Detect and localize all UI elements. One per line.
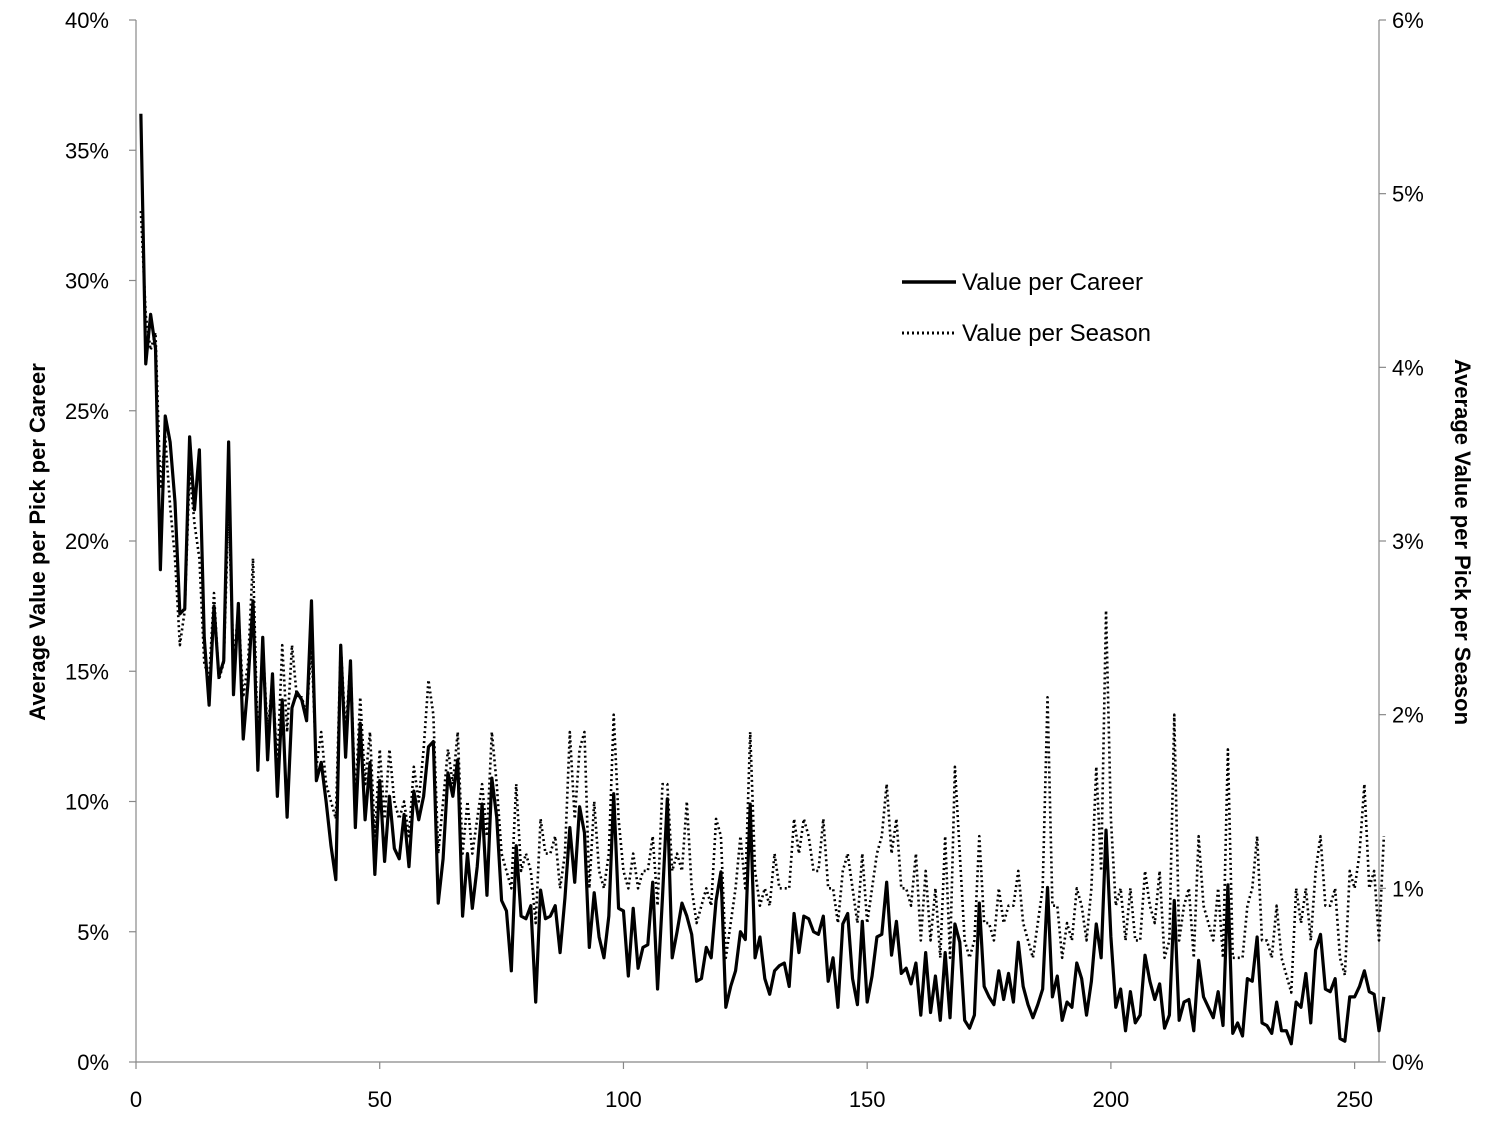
x-tick-label: 150: [849, 1087, 886, 1112]
y-left-tick-label: 0%: [77, 1050, 109, 1075]
legend-label-season: Value per Season: [962, 320, 1151, 347]
series-line-value-per-career: [139, 113, 1386, 1046]
legend-label-career: Value per Career: [962, 269, 1143, 296]
y-right-tick-label: 1%: [1392, 876, 1424, 901]
y-left-tick-label: 20%: [65, 529, 109, 554]
y-left-tick-label: 5%: [77, 920, 109, 945]
series-lines: [139, 113, 1386, 1046]
y-axis-left-title: Average Value per Pick per Career: [25, 363, 50, 721]
tick-labels: 0% 5% 10% 15% 20% 25% 30% 35% 40% 0% 1% 2% 3% 4% 5% 6% 0…: [65, 8, 1424, 1112]
y-axis-right-title: Average Value per Pick per Season: [1450, 359, 1475, 725]
x-tick-label: 250: [1336, 1087, 1373, 1112]
y-left-tick-label: 40%: [65, 8, 109, 33]
y-right-tick-label: 5%: [1392, 182, 1424, 207]
y-left-tick-label: 15%: [65, 659, 109, 684]
y-left-tick-label: 10%: [65, 790, 109, 815]
x-tick-label: 50: [367, 1087, 391, 1112]
legend: Value per Career Value per Season: [902, 269, 1151, 347]
axes: [129, 19, 1386, 1069]
x-tick-label: 200: [1093, 1087, 1130, 1112]
series-line-value-per-season: [139, 210, 1386, 994]
y-right-tick-label: 6%: [1392, 8, 1424, 33]
y-left-tick-label: 35%: [65, 138, 109, 163]
y-right-tick-label: 3%: [1392, 529, 1424, 554]
y-right-tick-label: 2%: [1392, 703, 1424, 728]
y-right-tick-label: 0%: [1392, 1050, 1424, 1075]
y-right-tick-label: 4%: [1392, 355, 1424, 380]
x-tick-label: 0: [130, 1087, 142, 1112]
x-tick-label: 100: [605, 1087, 642, 1112]
y-left-tick-label: 25%: [65, 399, 109, 424]
y-left-tick-label: 30%: [65, 269, 109, 294]
